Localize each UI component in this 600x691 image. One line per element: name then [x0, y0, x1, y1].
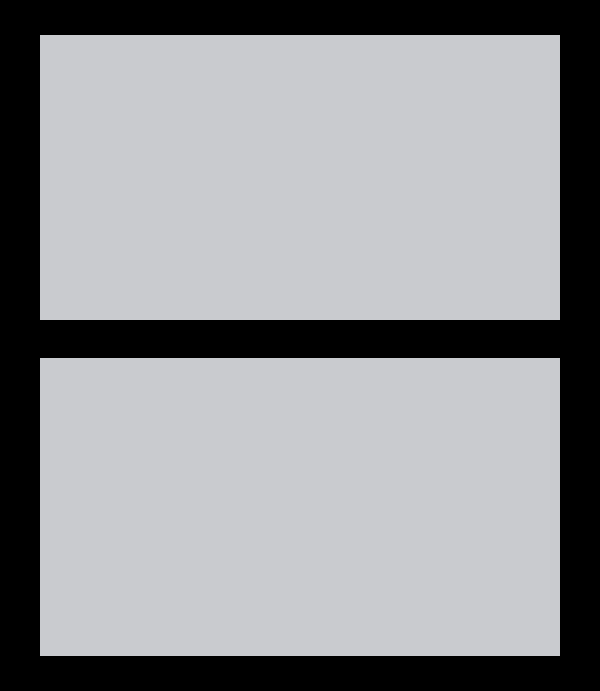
- top-chart-column-header: [40, 0, 560, 35]
- top-chart-grid[interactable]: [40, 35, 560, 320]
- bottom-chart-panel: [0, 340, 600, 680]
- top-chart-panel: [0, 0, 600, 340]
- top-chart-y-axis-left: [0, 35, 40, 320]
- bottom-chart-y-axis-right: [560, 358, 600, 656]
- top-chart-y-axis-right: [560, 35, 600, 320]
- bottom-chart-column-header: [40, 656, 560, 691]
- bottom-chart-grid[interactable]: [40, 358, 560, 656]
- bottom-chart-y-axis-left: [0, 358, 40, 656]
